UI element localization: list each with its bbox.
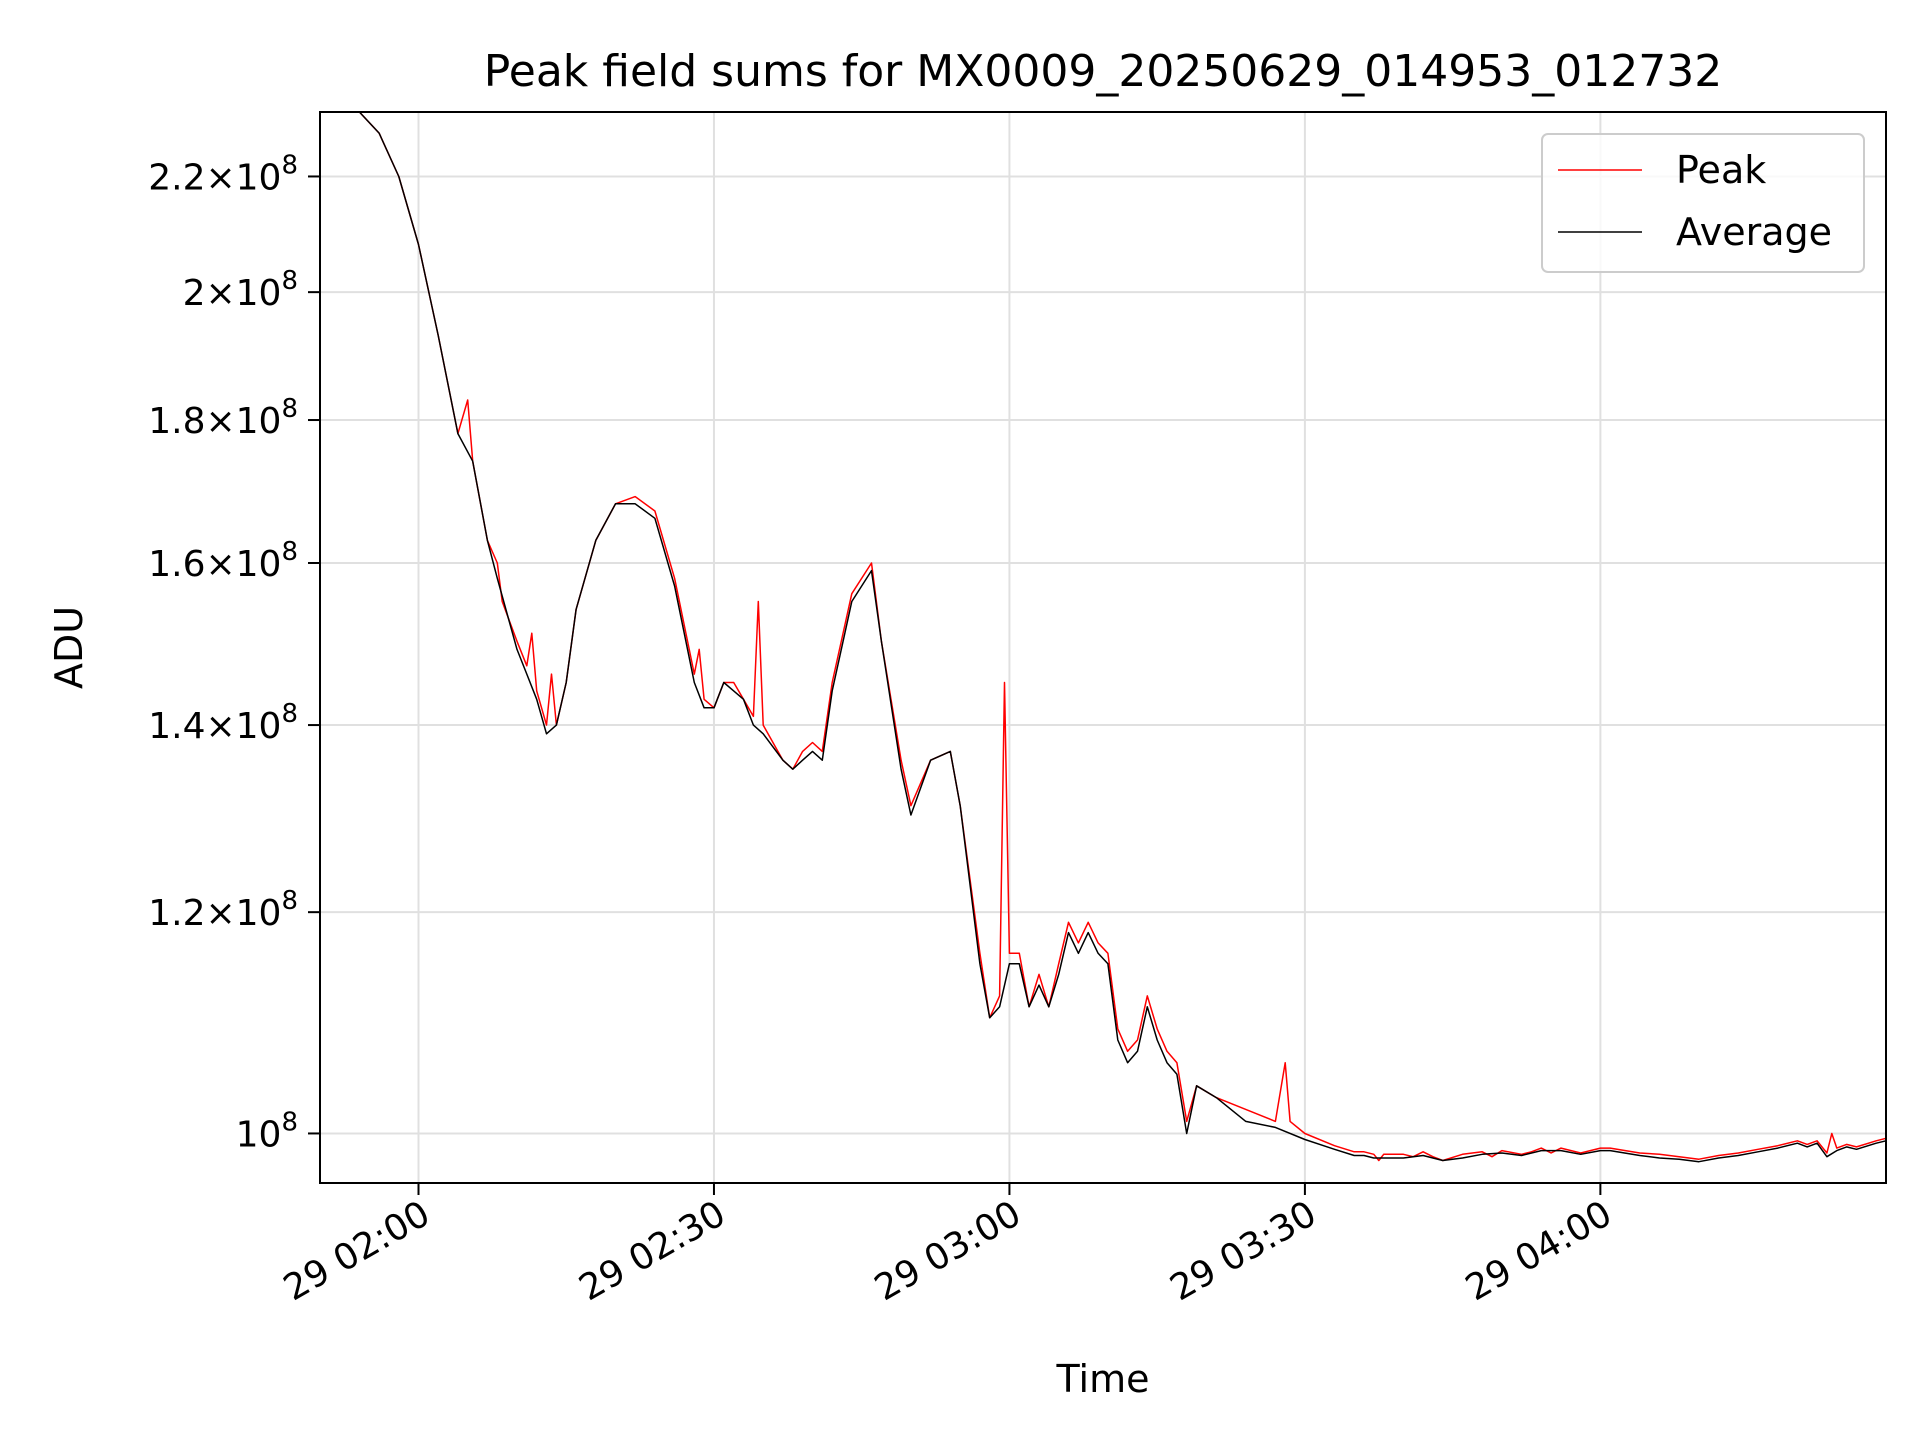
y-tick-label: 1.2×108 [148,886,298,934]
y-tick-label: 1.8×108 [148,394,298,442]
y-tick-label: 2×108 [183,266,298,314]
y-axis-label: ADU [47,606,91,689]
x-axis-label: Time [1056,1357,1150,1401]
series-line-average [320,111,1887,1163]
legend-average-label: Average [1676,210,1832,254]
y-tick-label: 2.2×108 [148,150,298,198]
legend: Peak Average [1541,133,1865,273]
y-tick-label: 1.6×108 [148,537,298,585]
legend-peak-label: Peak [1676,148,1766,192]
grid [320,112,1886,1183]
chart-title: Peak field sums for MX0009_20250629_0149… [484,46,1722,97]
y-axis-ticks: 108 1.2×108 1.4×108 1.6×108 1.8×108 2×108 2.2×… [148,150,320,1155]
y-tick-label: 1.4×108 [148,699,298,747]
legend-box [1541,133,1865,273]
y-tick-label: 108 [236,1107,298,1155]
series-lines [320,111,1887,1163]
plot-frame [319,111,1887,1184]
